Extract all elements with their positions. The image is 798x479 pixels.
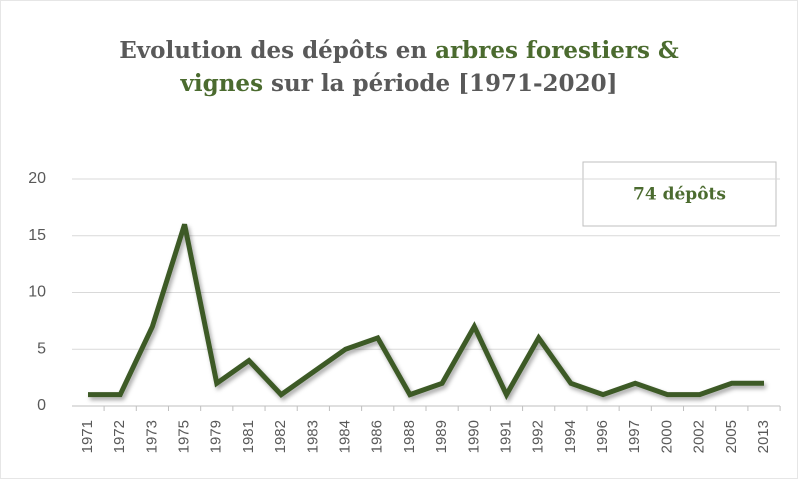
- y-tick-label: 20: [28, 170, 46, 187]
- x-tick-label: 2002: [691, 420, 708, 453]
- x-tick-label: 1988: [401, 420, 418, 453]
- y-tick-label: 5: [37, 340, 46, 357]
- x-tick-label: 1989: [433, 420, 450, 453]
- title-part: arbres forestiers &: [435, 37, 679, 64]
- title-part: sur la période [1971-2020]: [263, 70, 617, 97]
- x-tick-label: 1991: [497, 420, 514, 453]
- x-tick-label: 2000: [658, 420, 675, 453]
- x-tick-label: 1975: [176, 420, 193, 453]
- x-tick-label: 1986: [369, 420, 386, 453]
- annotation: 74 dépôts: [633, 185, 726, 205]
- annotation-box: [582, 161, 777, 227]
- x-tick-label: 1996: [594, 420, 611, 453]
- x-tick-label: 1984: [336, 420, 353, 453]
- x-tick-label: 1981: [240, 420, 257, 453]
- line: [88, 223, 764, 401]
- x-tick-label: 1992: [530, 420, 547, 453]
- y-tick-label: 15: [28, 227, 46, 244]
- x-tick-label: 1997: [626, 420, 643, 453]
- chart-title: Evolution des dépôts en arbres forestier…: [119, 37, 679, 97]
- x-tick-label: 1971: [79, 420, 96, 453]
- y-tick-label: 0: [37, 397, 46, 414]
- y-tick-label: 10: [28, 284, 46, 301]
- title-line: vignes sur la période [1971-2020]: [180, 70, 618, 97]
- x-tick-label: 2005: [723, 420, 740, 453]
- x-tick-label: 1972: [111, 420, 128, 453]
- title-line: Evolution des dépôts en arbres forestier…: [119, 37, 679, 64]
- x-tick-label: 1979: [208, 420, 225, 453]
- x-tick-label: 1994: [562, 420, 579, 453]
- title-part: vignes: [180, 70, 264, 97]
- x-tick-label: 1983: [304, 420, 321, 453]
- x-tick-label: 1990: [465, 420, 482, 453]
- title-part: Evolution des dépôts en: [119, 37, 435, 64]
- x-tick-label: 1982: [272, 420, 289, 453]
- x-tick-label: 2013: [755, 420, 772, 453]
- x-tick-label: 1973: [143, 420, 160, 453]
